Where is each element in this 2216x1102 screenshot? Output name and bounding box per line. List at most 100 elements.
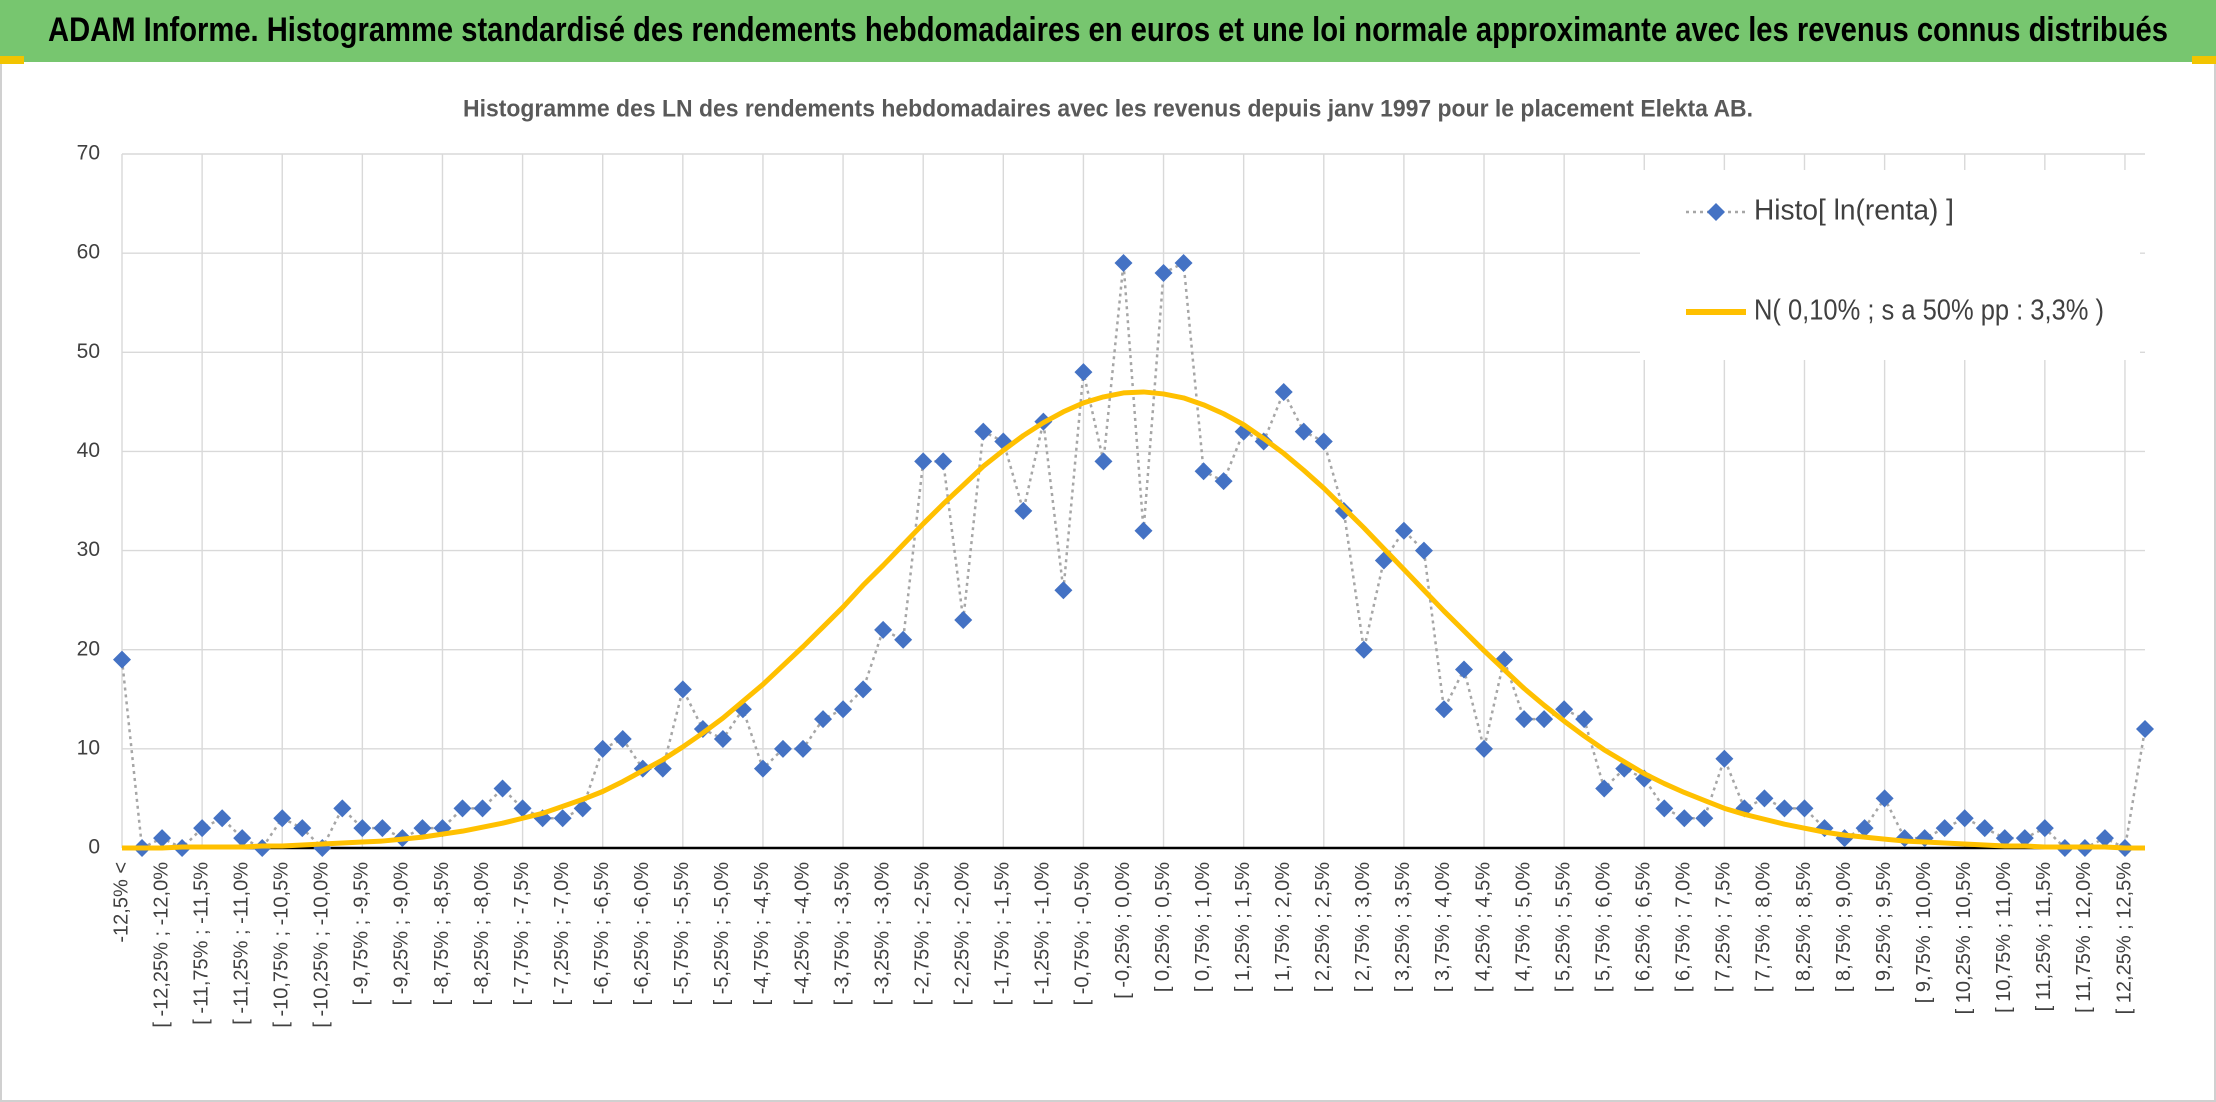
marker bbox=[1014, 501, 1033, 520]
x-tick-label: [ 3,75% ; 4,0% bbox=[1432, 862, 1454, 992]
marker bbox=[1054, 581, 1073, 600]
title-banner bbox=[0, 0, 2216, 62]
marker bbox=[233, 829, 252, 848]
marker bbox=[1695, 809, 1714, 828]
marker bbox=[493, 779, 512, 798]
x-tick-label: [ 4,25% ; 4,5% bbox=[1472, 862, 1494, 992]
marker bbox=[673, 680, 692, 699]
x-tick-label: [ -11,75% ; -11,5% bbox=[190, 862, 212, 1025]
x-tick-label: [ 8,75% ; 9,0% bbox=[1833, 862, 1855, 992]
marker bbox=[974, 422, 993, 441]
marker bbox=[1274, 382, 1293, 401]
x-tick-label: [ -10,25% ; -10,0% bbox=[311, 862, 333, 1028]
y-tick-label: 50 bbox=[77, 340, 100, 363]
x-tick-label: [ -4,75% ; -4,5% bbox=[751, 862, 773, 1006]
marker bbox=[573, 799, 592, 818]
x-tick-label: [ -9,25% ; -9,0% bbox=[391, 862, 413, 1006]
marker bbox=[1755, 789, 1774, 808]
marker bbox=[2035, 819, 2054, 838]
x-tick-label: [ -5,25% ; -5,0% bbox=[711, 862, 733, 1006]
marker bbox=[1114, 254, 1133, 273]
marker bbox=[513, 799, 532, 818]
marker bbox=[413, 819, 432, 838]
x-tick-label: [ -5,75% ; -5,5% bbox=[671, 862, 693, 1006]
marker bbox=[1454, 660, 1473, 679]
x-tick-label: [ 0,25% ; 0,5% bbox=[1152, 862, 1174, 992]
marker bbox=[1975, 819, 1994, 838]
legend-label: N( 0,10% ; s a 50% pp : 3,3% ) bbox=[1754, 295, 2104, 327]
x-tick-label: [ -2,75% ; -2,5% bbox=[911, 862, 933, 1006]
marker bbox=[1314, 432, 1333, 451]
marker bbox=[613, 729, 632, 748]
marker bbox=[1875, 789, 1894, 808]
marker bbox=[713, 729, 732, 748]
x-tick-label: [ -7,25% ; -7,0% bbox=[551, 862, 573, 1006]
x-tick-label: [ -6,25% ; -6,0% bbox=[631, 862, 653, 1006]
marker bbox=[814, 710, 833, 729]
corner-accent bbox=[2192, 56, 2216, 64]
x-tick-label: [ 12,25% ; 12,5% bbox=[2113, 862, 2135, 1015]
legend-marker bbox=[1707, 203, 1725, 221]
marker bbox=[593, 739, 612, 758]
x-tick-label: [ -8,25% ; -8,0% bbox=[471, 862, 493, 1006]
x-tick-label: [ 7,75% ; 8,0% bbox=[1753, 862, 1775, 992]
marker bbox=[1174, 254, 1193, 273]
x-tick-label: [ -4,25% ; -4,0% bbox=[791, 862, 813, 1006]
x-tick-label: [ 9,25% ; 9,5% bbox=[1873, 862, 1895, 992]
marker bbox=[773, 739, 792, 758]
x-tick-label: [ 6,75% ; 7,0% bbox=[1673, 862, 1695, 992]
x-tick-label: [ 11,75% ; 12,0% bbox=[2073, 862, 2095, 1013]
marker bbox=[1074, 363, 1093, 382]
x-tick-label: [ -6,75% ; -6,5% bbox=[591, 862, 613, 1006]
marker bbox=[874, 620, 893, 639]
x-tick-label: [ 5,25% ; 5,5% bbox=[1552, 862, 1574, 992]
marker bbox=[293, 819, 312, 838]
x-tick-label: [ 6,25% ; 6,5% bbox=[1633, 862, 1655, 992]
x-tick-label: [ -8,75% ; -8,5% bbox=[431, 862, 453, 1006]
x-tick-label: [ -7,75% ; -7,5% bbox=[511, 862, 533, 1006]
x-tick-label: [ 2,25% ; 2,5% bbox=[1312, 862, 1334, 992]
x-tick-label: [ 8,25% ; 8,5% bbox=[1793, 862, 1815, 992]
marker bbox=[1194, 462, 1213, 481]
marker bbox=[1995, 829, 2014, 848]
marker bbox=[1575, 710, 1594, 729]
marker bbox=[1394, 521, 1413, 540]
x-tick-label: [ 1,25% ; 1,5% bbox=[1232, 862, 1254, 992]
x-tick-label: [ 10,25% ; 10,5% bbox=[1953, 862, 1975, 1015]
marker bbox=[1134, 521, 1153, 540]
x-tick-label: [ -1,25% ; -1,0% bbox=[1032, 862, 1054, 1006]
marker bbox=[2095, 829, 2114, 848]
y-tick-label: 20 bbox=[77, 637, 100, 660]
marker bbox=[894, 630, 913, 649]
marker bbox=[1434, 700, 1453, 719]
x-tick-label: [ 11,25% ; 11,5% bbox=[2033, 862, 2055, 1012]
x-tick-label: [ 1,75% ; 2,0% bbox=[1272, 862, 1294, 992]
marker bbox=[1094, 452, 1113, 471]
y-tick-label: 10 bbox=[77, 736, 100, 759]
marker bbox=[834, 700, 853, 719]
x-tick-label: [ 5,75% ; 6,0% bbox=[1592, 862, 1614, 992]
legend-box bbox=[1640, 170, 2140, 360]
x-tick-label: [ -3,75% ; -3,5% bbox=[831, 862, 853, 1006]
marker bbox=[1935, 819, 1954, 838]
marker bbox=[1655, 799, 1674, 818]
series-line bbox=[122, 389, 2145, 851]
marker bbox=[1595, 779, 1614, 798]
marker bbox=[1855, 819, 1874, 838]
y-tick-label: 0 bbox=[88, 836, 100, 859]
legend-label: Histo[ ln(renta) ] bbox=[1754, 195, 1954, 227]
marker bbox=[333, 799, 352, 818]
marker bbox=[1475, 739, 1494, 758]
marker bbox=[473, 799, 492, 818]
x-tick-label: [ -11,25% ; -11,0% bbox=[230, 862, 252, 1025]
y-tick-label: 60 bbox=[77, 241, 100, 264]
marker bbox=[2015, 829, 2034, 848]
x-tick-label: -12,5% < bbox=[110, 862, 132, 943]
page-title: ADAM Informe. Histogramme standardisé de… bbox=[48, 11, 2168, 49]
marker bbox=[1414, 541, 1433, 560]
marker bbox=[1675, 809, 1694, 828]
x-tick-label: [ 10,75% ; 11,0% bbox=[1993, 862, 2015, 1013]
x-tick-label: [ -0,25% ; 0,0% bbox=[1112, 862, 1134, 999]
x-tick-label: [ 2,75% ; 3,0% bbox=[1352, 862, 1374, 992]
